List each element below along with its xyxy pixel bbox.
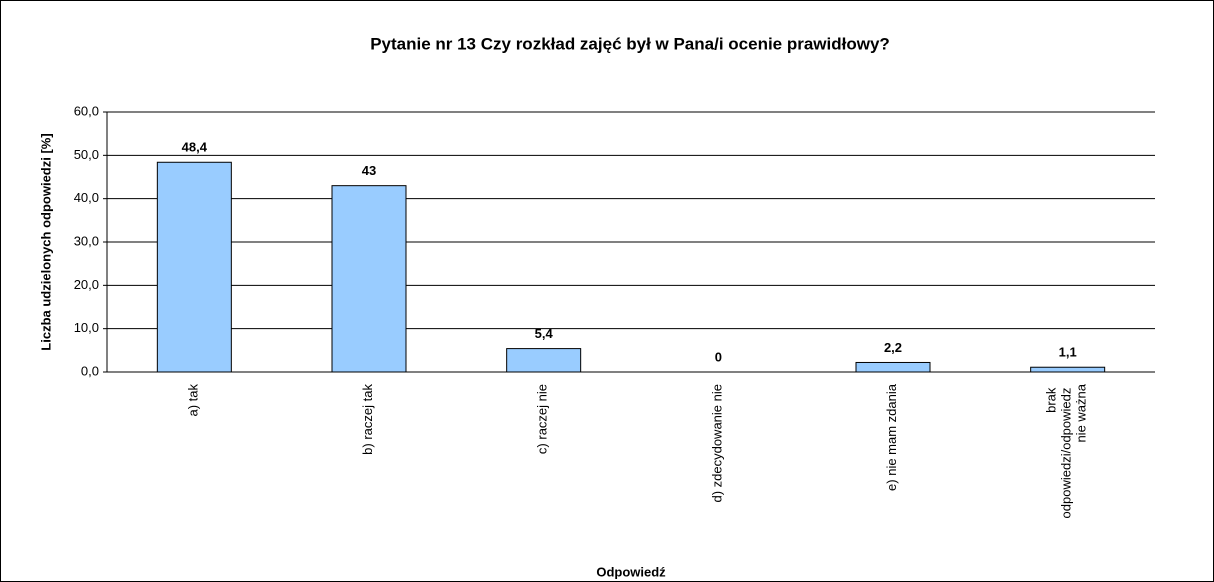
data-label: 2,2: [884, 340, 902, 355]
data-label: 48,4: [182, 140, 208, 155]
bar: [855, 361, 931, 373]
y-tick-label: 50,0: [74, 147, 99, 162]
x-tick-label: b) raczej tak: [360, 384, 375, 455]
chart-title: Pytanie nr 13 Czy rozkład zajęć był w Pa…: [370, 34, 890, 53]
x-tick-label: a) tak: [186, 384, 201, 417]
x-tick-label: d) zdecydowanie nie: [710, 384, 725, 503]
bar: [331, 185, 407, 373]
x-axis-title: Odpowiedź: [596, 564, 666, 579]
y-tick-label: 30,0: [74, 233, 99, 248]
y-axis-title: Liczba udzielonych odpowiedzi [%]: [38, 133, 53, 350]
data-label: 43: [362, 163, 376, 178]
y-tick-label: 60,0: [74, 103, 99, 118]
y-tick-label: 40,0: [74, 190, 99, 205]
y-tick-label: 10,0: [74, 320, 99, 335]
bar: [1030, 366, 1106, 373]
data-label: 1,1: [1059, 345, 1077, 360]
x-tick-label: c) raczej nie: [535, 384, 550, 454]
bar: [506, 348, 582, 373]
x-tick-label: e) nie mam zdania: [884, 383, 899, 491]
y-tick-label: 0,0: [81, 363, 99, 378]
data-label: 5,4: [535, 326, 554, 341]
y-tick-label: 20,0: [74, 277, 99, 292]
data-label: 0: [715, 349, 722, 364]
x-tick-label: brak odpowiedzi/odpowiedz nie ważna: [1044, 383, 1089, 518]
bar: [156, 161, 232, 373]
